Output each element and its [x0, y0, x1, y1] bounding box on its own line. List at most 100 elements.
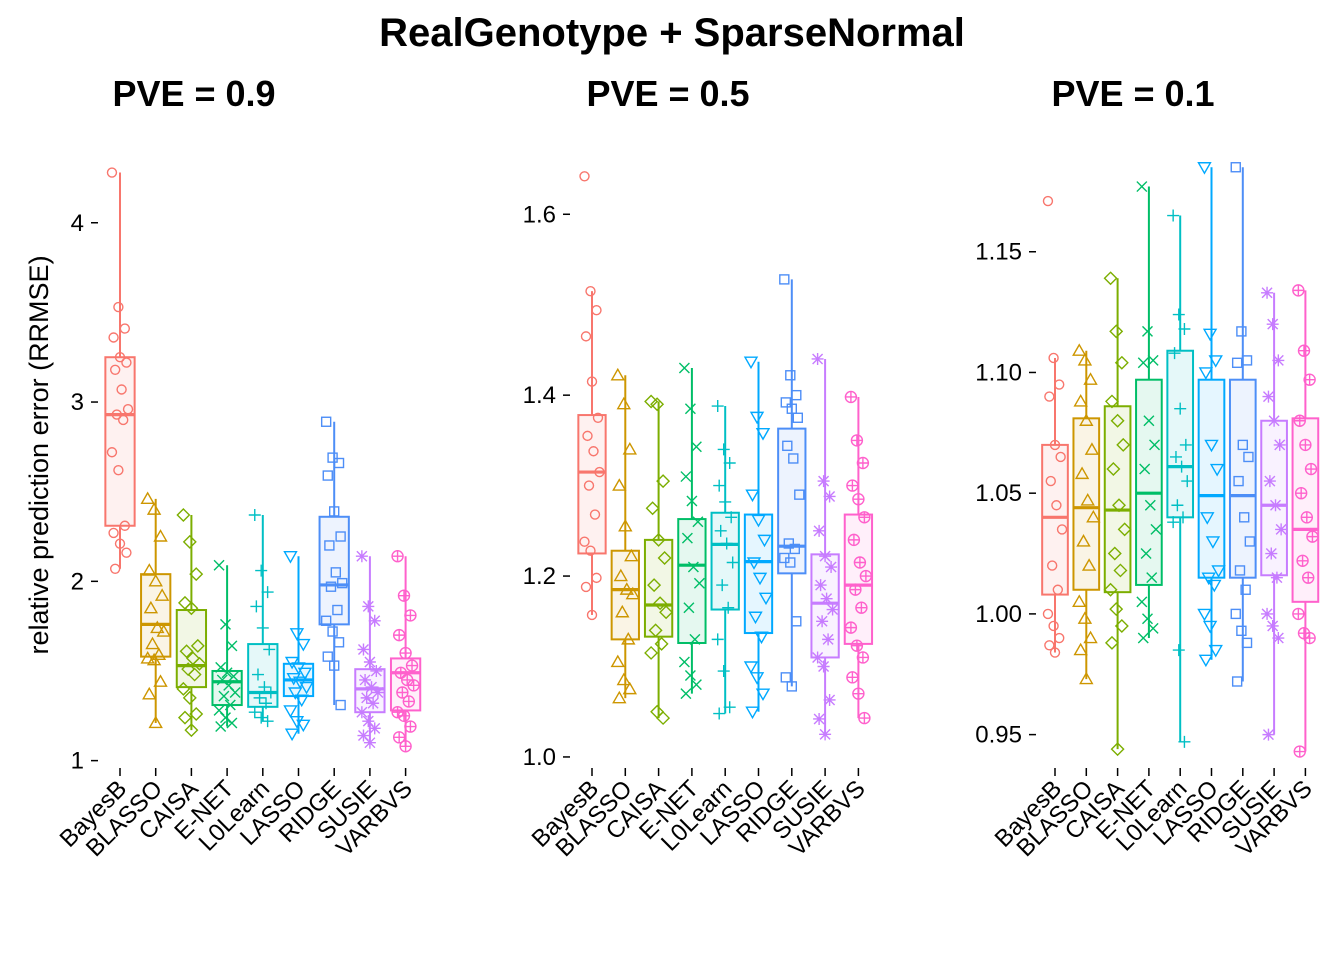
- data-point: [368, 614, 381, 627]
- data-point: [362, 600, 375, 613]
- data-point: [716, 579, 729, 592]
- box-ridge: [777, 274, 807, 692]
- data-point: [856, 651, 870, 664]
- data-point: [1136, 596, 1148, 608]
- data-point: [119, 323, 131, 334]
- data-point: [108, 332, 119, 343]
- data-point-cross: [408, 679, 420, 691]
- data-point: [684, 670, 696, 682]
- data-point-cross: [858, 511, 870, 523]
- box-points: [355, 550, 384, 749]
- data-point: [711, 400, 724, 413]
- data-point: [1230, 162, 1241, 173]
- data-point: [1294, 486, 1308, 500]
- data-point: [1112, 498, 1126, 513]
- data-point: [114, 538, 126, 549]
- data-point: [154, 588, 170, 601]
- box-l0learn: [710, 400, 740, 720]
- data-point: [1146, 572, 1158, 584]
- box-points: [213, 559, 241, 733]
- data-point: [1272, 632, 1285, 645]
- data-point: [1202, 328, 1218, 342]
- data-point: [1177, 511, 1190, 524]
- data-point: [1044, 391, 1055, 402]
- data-point: [260, 697, 273, 710]
- data-point-cross: [846, 671, 858, 683]
- data-point: [186, 651, 200, 666]
- data-point: [647, 578, 662, 593]
- data-point: [402, 695, 416, 708]
- data-point: [255, 564, 268, 577]
- data-point-cross: [860, 570, 872, 582]
- panel-title: PVE = 0.5: [586, 73, 749, 114]
- data-point: [177, 595, 192, 610]
- data-point: [181, 662, 196, 677]
- data-point: [1167, 516, 1180, 529]
- y-axis: 1.0 1.2 1.4 1.6: [523, 201, 570, 771]
- data-point: [255, 711, 268, 724]
- data-point: [1084, 442, 1100, 455]
- data-point: [1104, 394, 1119, 409]
- data-point: [755, 688, 771, 702]
- data-point: [858, 711, 871, 725]
- data-point: [1240, 584, 1251, 595]
- box-body: [1260, 419, 1288, 577]
- data-point: [780, 672, 792, 683]
- data-point: [1052, 584, 1064, 595]
- data-point: [656, 711, 671, 726]
- data-point: [1086, 509, 1101, 523]
- data-point: [392, 731, 406, 744]
- box-bayesb: [577, 171, 607, 621]
- data-point: [644, 645, 659, 660]
- data-point: [1302, 571, 1315, 584]
- data-point: [648, 623, 663, 638]
- data-point: [1073, 642, 1088, 656]
- data-point-cross: [1298, 345, 1310, 357]
- data-point-cross: [396, 686, 408, 698]
- box-caisa: [175, 508, 208, 738]
- data-point: [1051, 500, 1062, 511]
- data-point: [751, 514, 766, 528]
- data-point-cross: [857, 457, 869, 469]
- data-point: [1171, 499, 1184, 512]
- box-points: [1261, 286, 1288, 741]
- box-varbvs: [389, 550, 422, 753]
- data-point: [327, 452, 338, 463]
- data-point: [749, 672, 765, 685]
- data-point: [725, 511, 738, 524]
- data-point: [1079, 671, 1094, 685]
- data-point: [1114, 355, 1129, 370]
- data-point: [653, 596, 668, 611]
- data-point-cross: [1297, 555, 1309, 567]
- data-point: [182, 690, 197, 705]
- data-point: [1175, 460, 1188, 473]
- data-point: [853, 556, 867, 569]
- data-point: [625, 586, 640, 600]
- data-point: [591, 572, 602, 584]
- data-point: [616, 672, 632, 686]
- data-point: [1042, 195, 1054, 207]
- box-points: [678, 362, 705, 700]
- data-point: [1049, 647, 1061, 658]
- data-point: [251, 668, 264, 681]
- box-points: [711, 400, 739, 720]
- box-points: [140, 491, 171, 729]
- data-point: [1147, 622, 1159, 634]
- data-point: [1080, 493, 1095, 506]
- data-point: [817, 475, 830, 488]
- panel-1: PVE = 0.9 1 2 3 4 BayesBBLASSOCAISAE-NETL0Lea…: [55, 73, 422, 862]
- box-body: [211, 669, 243, 707]
- data-point: [1044, 640, 1055, 651]
- data-point-cross: [1292, 608, 1304, 620]
- data-point: [592, 412, 604, 423]
- data-point: [591, 304, 602, 316]
- box-varbvs: [843, 390, 874, 725]
- data-point: [1230, 608, 1241, 620]
- box-body: [1135, 378, 1163, 586]
- data-point: [714, 524, 727, 537]
- data-point: [1172, 644, 1185, 657]
- data-point: [113, 464, 124, 476]
- data-point: [1074, 466, 1090, 480]
- y-tick-label: 1: [71, 748, 84, 775]
- box-body: [1166, 349, 1195, 519]
